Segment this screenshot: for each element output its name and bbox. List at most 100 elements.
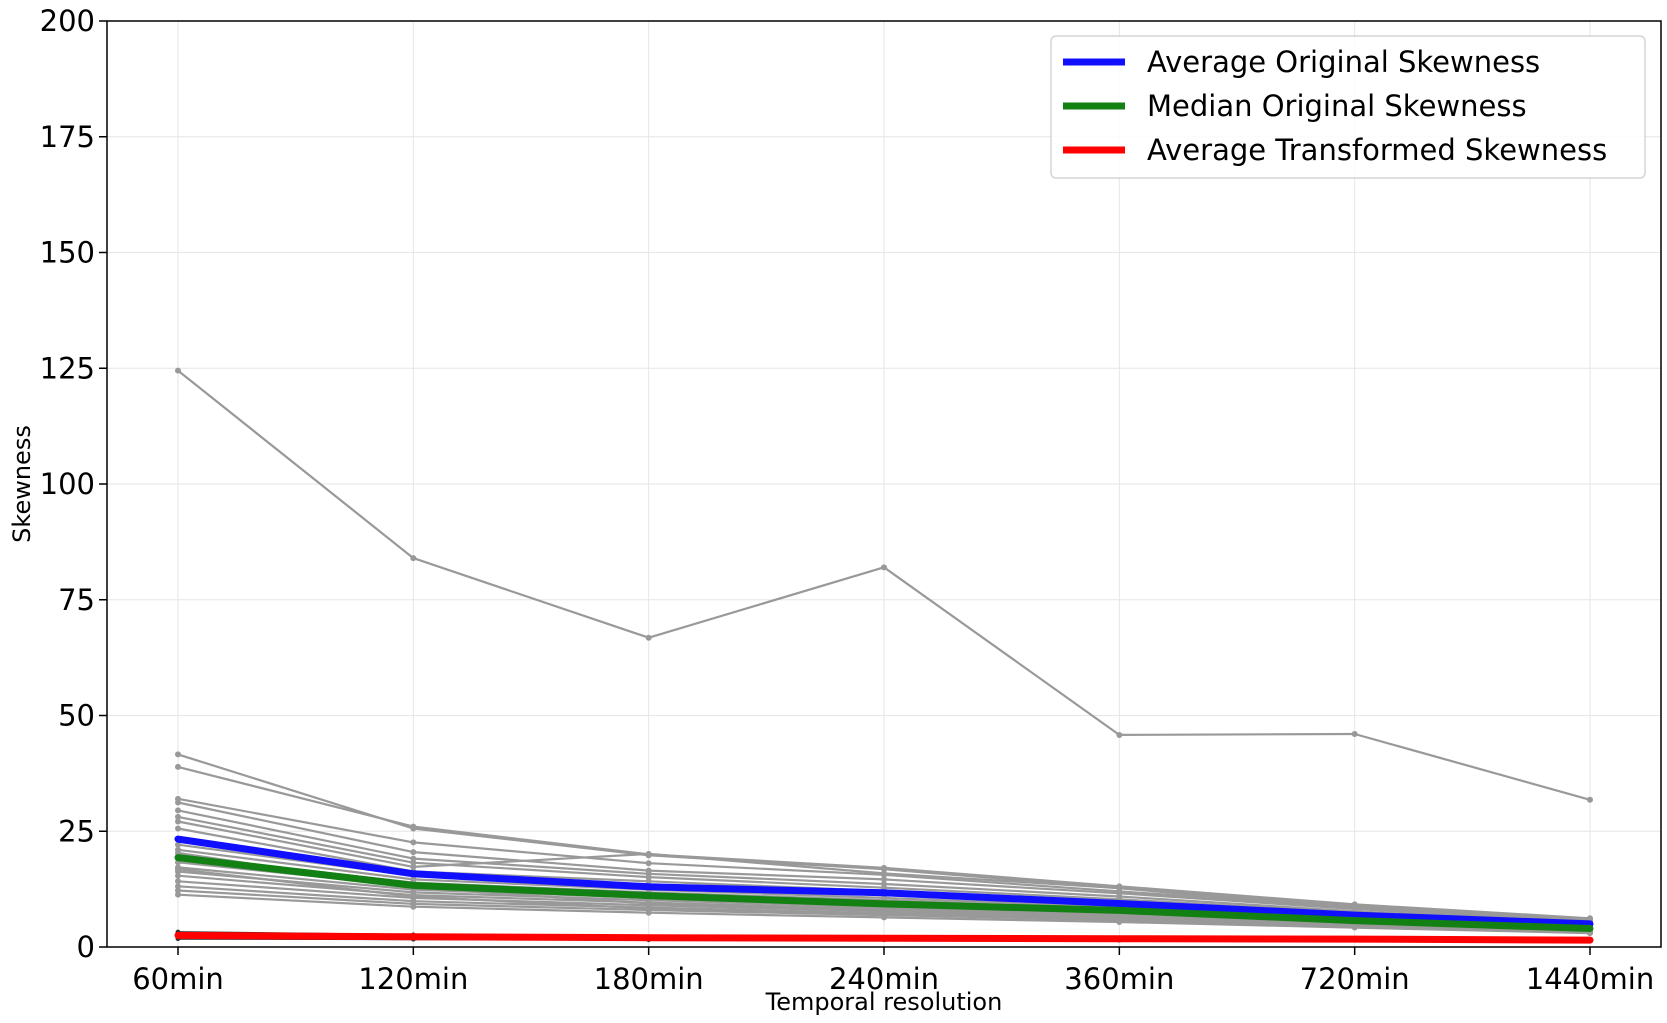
median-original-skewness-series-point [175, 854, 181, 861]
x-tick-label: 1440min [1526, 962, 1655, 996]
individual-series-point [1116, 913, 1123, 920]
average-original-skewness-series [174, 835, 1594, 928]
average-original-skewness-series-point [1116, 900, 1123, 907]
individual-series-point [645, 878, 652, 885]
individual-series-point [175, 825, 181, 832]
average-transformed-skewness-series-point [645, 934, 652, 941]
legend-marker [1091, 147, 1097, 153]
individual-series-point [1116, 731, 1123, 738]
average-transformed-skewness-series-point [175, 932, 181, 939]
individual-series-point [410, 859, 417, 866]
individual-series-point [1351, 905, 1358, 912]
x-tick-label: 720min [1300, 962, 1410, 996]
x-tick-label: 180min [594, 962, 704, 996]
individual-series-point [175, 883, 181, 890]
median-original-skewness-series-point [410, 882, 417, 889]
average-transformed-skewness-series-point [1351, 936, 1358, 943]
individual-series-point [1351, 731, 1358, 738]
median-original-skewness-series-point [645, 892, 652, 899]
individual-series-point [645, 634, 652, 641]
legend: Average Original Skewness Median Original… [1050, 35, 1646, 179]
y-tick-label: 0 [77, 930, 95, 964]
individual-series-point [175, 763, 181, 770]
individual-series-point [175, 799, 181, 806]
individual-series-point [1587, 796, 1593, 803]
individual-series-point [1116, 885, 1123, 892]
individual-series-point [645, 900, 652, 907]
individual-series [175, 818, 1593, 925]
individual-series-point [175, 818, 181, 825]
individual-series-point [175, 891, 181, 898]
individual-series-point [410, 823, 417, 830]
individual-series-point [410, 863, 417, 870]
average-transformed-skewness-series-point [1587, 937, 1593, 944]
individual-series-point [881, 864, 887, 871]
y-tick-label: 25 [58, 814, 95, 848]
x-axis-title: Temporal resolution [765, 988, 1003, 1016]
individual-series-point [175, 367, 181, 374]
median-original-skewness-series-point [1116, 907, 1123, 914]
legend-label: Average Transformed Skewness [1147, 133, 1607, 167]
y-tick-label: 100 [40, 467, 95, 501]
individual-series-point [410, 855, 417, 862]
individual-series-point [410, 903, 417, 910]
x-tick-label: 120min [358, 962, 468, 996]
individual-series [175, 367, 1593, 803]
average-original-skewness-series-point [881, 889, 887, 896]
individual-series-point [175, 887, 181, 894]
average-transformed-skewness-series-point [1116, 935, 1123, 942]
individual-series-point [881, 906, 887, 913]
x-axis-ticks: 60min 120min 180min 240min 360min 720min 1440m… [132, 947, 1654, 996]
legend-label: Median Original Skewness [1147, 89, 1527, 123]
x-tick-label: 240min [829, 962, 939, 996]
average-original-skewness-series-point [645, 883, 652, 890]
y-tick-label: 50 [58, 699, 95, 733]
y-tick-label: 125 [40, 351, 95, 385]
legend-marker [1091, 103, 1097, 109]
individual-series-point [645, 860, 652, 867]
individual-series-point [645, 905, 652, 912]
median-original-skewness-series-point [881, 900, 887, 907]
individual-series-point [645, 850, 652, 857]
legend-box [1050, 35, 1646, 179]
individual-series-point [410, 555, 417, 562]
average-original-skewness-series-point [1351, 912, 1358, 919]
individual-series-point [881, 564, 887, 571]
y-tick-label: 75 [58, 583, 95, 617]
individual-series-point [645, 874, 652, 881]
legend-item: Average Transformed Skewness [1063, 133, 1607, 167]
average-original-skewness-series-point [175, 836, 181, 843]
legend-label: Average Original Skewness [1147, 45, 1540, 79]
legend-item: Median Original Skewness [1063, 89, 1527, 123]
y-axis-ticks: 0 25 50 75 100 125 150 175 200 [40, 4, 107, 964]
median-original-skewness-series [174, 854, 1594, 932]
individual-series-point [645, 909, 652, 916]
individual-series-point [410, 893, 417, 900]
individual-series-point [175, 813, 181, 820]
individual-series-point [175, 841, 181, 848]
x-tick-label: 60min [132, 962, 224, 996]
average-original-skewness-series-point [410, 870, 417, 877]
grid-lines [107, 20, 1661, 948]
individual-series-point [175, 878, 181, 885]
average-transformed-skewness-series-point [410, 933, 417, 940]
individual-series-point [881, 876, 887, 883]
individual-series-point [175, 866, 181, 873]
individual-series-point [410, 849, 417, 856]
individual-series-point [175, 872, 181, 879]
legend-item: Average Original Skewness [1063, 45, 1540, 79]
x-tick-label: 360min [1064, 962, 1174, 996]
median-original-skewness-series-point [1587, 925, 1593, 932]
individual-series-point [881, 911, 887, 918]
y-tick-label: 200 [40, 4, 95, 38]
summary-series-group [174, 835, 1594, 944]
legend-marker [1091, 59, 1097, 65]
individual-series-point [175, 807, 181, 814]
y-tick-label: 175 [40, 120, 95, 154]
median-original-skewness-series-point [1351, 917, 1358, 924]
average-transformed-skewness-series-point [881, 935, 887, 942]
y-tick-label: 150 [40, 236, 95, 270]
y-axis-title: Skewness [8, 425, 36, 543]
individual-series-point [881, 870, 887, 877]
